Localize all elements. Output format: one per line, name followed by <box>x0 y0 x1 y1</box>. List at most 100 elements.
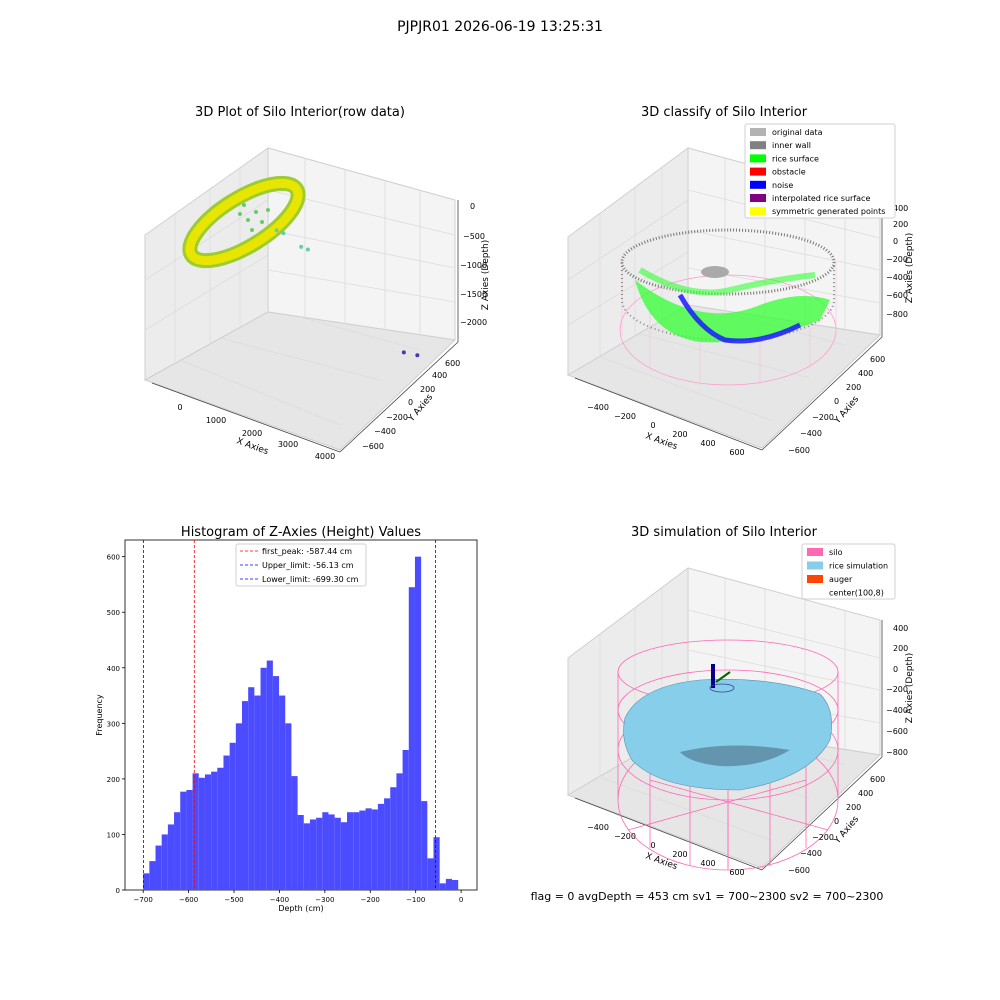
raw-x-tick: 3000 <box>278 440 298 449</box>
histogram-legend: first_peak: -587.44 cm Upper_limit: -56.1… <box>235 543 367 587</box>
histogram-x-ticks: −700 −600 −500 −400 −300 −200 −100 0 <box>134 890 463 904</box>
histogram-bar <box>445 878 453 890</box>
classify-point-cloud <box>619 228 837 386</box>
legend-swatch <box>750 128 766 136</box>
histogram-bar <box>303 823 310 890</box>
histogram-bar <box>285 723 292 890</box>
legend-swatch <box>750 167 766 176</box>
histogram-bar <box>161 834 168 890</box>
simulation-z-tick: 0 <box>893 665 898 674</box>
raw-z-tick-labels: 0 −500 −1000 −1500 −2000 <box>460 202 487 327</box>
histogram-bar <box>143 873 150 890</box>
legend-swatch <box>750 194 766 202</box>
simulation-z-tick: −200 <box>886 685 908 694</box>
simulation-z-axis-label: Z Axies (Depth) <box>905 653 915 724</box>
histogram-bar <box>180 791 187 890</box>
histogram-bar <box>334 817 341 890</box>
simulation-z-tick: 400 <box>893 624 908 633</box>
histogram-x-tick-label: −700 <box>134 896 153 904</box>
simulation-y-tick: 400 <box>858 789 873 798</box>
histogram-x-tick-label: −400 <box>270 896 289 904</box>
classify-z-tick: −800 <box>886 310 908 319</box>
simulation-legend: silo rice simulation auger center(100,8) <box>801 543 896 600</box>
classify-original-data-patch <box>701 266 729 278</box>
raw-y-tick: −200 <box>386 413 408 422</box>
histogram-bar <box>414 556 422 890</box>
histogram-bar <box>198 777 205 890</box>
classify-x-tick-labels: −400 −200 0 200 400 600 <box>587 403 745 457</box>
histogram-y-tick-label: 0 <box>116 887 120 895</box>
histogram-bar <box>272 676 280 890</box>
raw-y-tick: 0 <box>408 398 413 407</box>
raw-y-tick: −600 <box>362 442 384 451</box>
histogram-y-tick-label: 300 <box>107 720 120 728</box>
histogram-x-tick-label: −200 <box>361 896 380 904</box>
legend-label: silo <box>829 548 843 557</box>
histogram-bar <box>359 810 366 890</box>
histogram-bar <box>291 776 298 890</box>
histogram-bar <box>402 750 409 890</box>
raw-outlier-point <box>274 228 279 233</box>
histogram-bar <box>149 861 156 890</box>
histogram-bar <box>260 667 267 890</box>
legend-swatch <box>750 207 766 216</box>
histogram-bar <box>217 767 224 890</box>
histogram-y-tick-label: 200 <box>107 776 120 784</box>
auger <box>709 664 735 693</box>
raw-x-tick-labels: 0 1000 2000 3000 4000 <box>177 403 335 461</box>
histogram-x-tick-label: −100 <box>406 896 425 904</box>
classify-x-tick: 0 <box>650 421 655 430</box>
histogram-bar <box>235 723 243 890</box>
classify-y-tick: −400 <box>800 429 822 438</box>
histogram-bar <box>297 815 304 890</box>
classify-z-tick: −600 <box>886 291 908 300</box>
histogram-bar <box>439 883 446 890</box>
histogram-bar <box>316 817 323 890</box>
raw-x-tick: 2000 <box>242 429 262 438</box>
simulation-z-tick: −600 <box>886 727 908 736</box>
histogram-x-tick-label: −300 <box>315 896 334 904</box>
simulation-x-tick: 200 <box>672 850 687 859</box>
legend-label: original data <box>772 128 823 137</box>
classify-y-tick-labels: 600 400 200 0 −200 −400 −600 <box>788 355 885 455</box>
classify-x-tick: −400 <box>587 403 609 412</box>
simulation-y-tick: 200 <box>846 803 861 812</box>
histogram-bar <box>396 773 403 890</box>
legend-label: obstacle <box>772 168 806 177</box>
auger-base <box>709 683 735 693</box>
simulation-z-tick-labels: 400 200 0 −200 −400 −600 −800 <box>886 624 908 757</box>
histogram-bar <box>174 812 181 890</box>
classify-z-tick: 200 <box>893 220 908 229</box>
histogram-bars <box>143 556 459 890</box>
histogram-y-tick-label: 100 <box>107 831 120 839</box>
classify-y-tick: 200 <box>846 383 861 392</box>
histogram-bar <box>384 798 391 890</box>
panel-classify-title: 3D classify of Silo Interior <box>641 105 808 120</box>
histogram-bar <box>371 809 378 890</box>
histogram-bar <box>211 771 218 890</box>
legend-label: auger <box>829 575 853 584</box>
simulation-z-tick: −800 <box>886 748 908 757</box>
simulation-x-tick: 0 <box>650 841 655 850</box>
auger-shaft <box>711 664 715 688</box>
raw-outlier-point <box>401 350 406 355</box>
legend-swatch <box>750 141 766 150</box>
raw-y-tick: 600 <box>445 359 460 368</box>
histogram-bar <box>377 803 385 890</box>
simulation-scene <box>617 639 839 871</box>
histogram-bar <box>242 701 249 890</box>
histogram-y-ticks: 0 100 200 300 400 500 600 <box>107 554 125 895</box>
histogram-legend-label: Lower_limit: -699.30 cm <box>262 575 359 584</box>
classify-z-tick: 0 <box>893 237 898 246</box>
histogram-bar <box>254 695 261 890</box>
legend-swatch <box>807 575 823 583</box>
simulation-y-tick-labels: 600 400 200 0 −200 −400 −600 <box>788 775 885 875</box>
histogram-bar <box>204 774 212 890</box>
panel-histogram: Histogram of Z-Axies (Height) Values −70… <box>95 525 478 913</box>
status-line: flag = 0 avgDepth = 453 cm sv1 = 700~230… <box>531 890 884 903</box>
raw-outlier-point <box>281 231 286 236</box>
raw-y-tick: −400 <box>374 427 396 436</box>
figure-suptitle: PJPJR01 2026-06-19 13:25:31 <box>397 19 603 35</box>
raw-z-tick: −2000 <box>460 318 487 327</box>
